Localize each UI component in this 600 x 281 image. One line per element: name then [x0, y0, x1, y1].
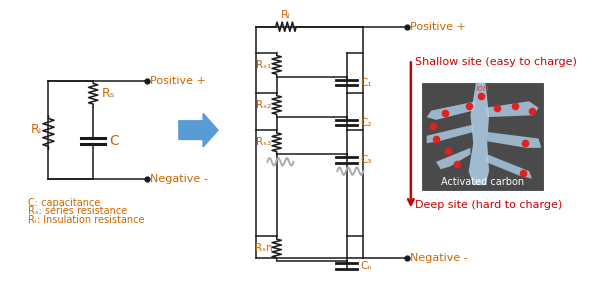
Polygon shape: [485, 154, 532, 179]
Polygon shape: [436, 148, 470, 169]
Text: Rₛ₃: Rₛ₃: [256, 137, 271, 147]
Text: Rᵢ: Insulation resistance: Rᵢ: Insulation resistance: [28, 215, 145, 225]
Text: C₂: C₂: [361, 118, 372, 128]
Text: Rᵢ: Rᵢ: [31, 123, 42, 136]
Polygon shape: [427, 101, 476, 120]
Text: Cₙ: Cₙ: [361, 261, 372, 271]
Polygon shape: [485, 101, 538, 117]
Text: Rᵢ: Rᵢ: [281, 10, 291, 20]
Text: Shallow site (easy to charge): Shallow site (easy to charge): [415, 57, 577, 67]
Text: Negative -: Negative -: [410, 253, 467, 263]
Text: Positive +: Positive +: [410, 22, 466, 32]
FancyArrow shape: [179, 113, 218, 147]
Text: Negative -: Negative -: [150, 174, 208, 183]
Text: Deep site (hard to charge): Deep site (hard to charge): [415, 200, 562, 210]
Text: Positive +: Positive +: [150, 76, 206, 86]
Text: ion: ion: [476, 84, 490, 93]
Text: Activated carbon: Activated carbon: [441, 177, 524, 187]
Text: Rₛ₂: Rₛ₂: [256, 100, 271, 110]
Polygon shape: [469, 83, 489, 185]
FancyBboxPatch shape: [422, 83, 543, 190]
Text: Rₛ₁: Rₛ₁: [256, 60, 271, 70]
Text: Rₛ: Rₛ: [101, 87, 115, 100]
Text: C₃: C₃: [361, 155, 372, 165]
Text: C: C: [109, 134, 119, 148]
Text: C: capacitance: C: capacitance: [28, 198, 100, 208]
Polygon shape: [487, 132, 541, 148]
Text: Rₛn: Rₛn: [255, 243, 272, 253]
Polygon shape: [427, 124, 473, 143]
Text: Rₛ: series resistance: Rₛ: series resistance: [28, 206, 127, 216]
Text: C₁: C₁: [361, 78, 372, 88]
